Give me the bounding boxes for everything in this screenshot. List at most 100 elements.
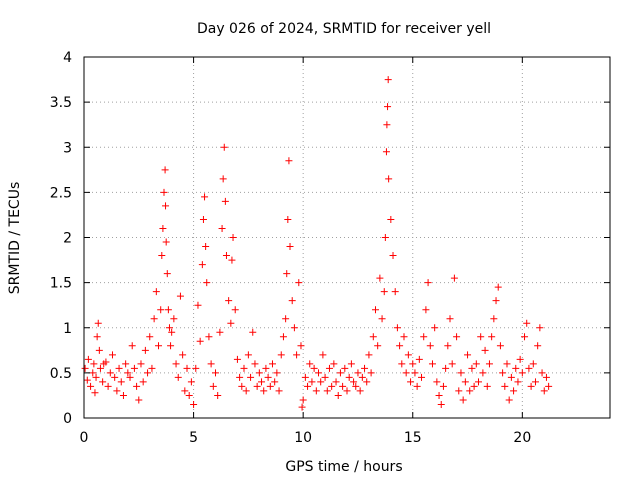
data-point [420,333,428,341]
data-point [464,351,472,359]
data-point [516,355,524,363]
data-point [455,387,463,395]
data-point [179,351,187,359]
data-point [240,364,248,372]
data-point [218,224,226,232]
data-point [91,389,99,397]
data-point [231,306,239,314]
data-point [297,342,305,350]
data-point [96,364,104,372]
y-tick-label: 3 [63,140,72,156]
plot-points [81,76,553,411]
data-point [229,234,237,241]
data-point [499,369,507,377]
data-point [198,261,206,269]
data-point [181,387,189,395]
y-tick-label: 3.5 [50,95,72,111]
data-point [310,364,318,372]
data-point [163,270,171,278]
data-point [378,315,386,323]
x-tick-label: 0 [80,430,89,446]
data-point [325,364,333,372]
data-point [201,193,209,201]
data-point [87,382,95,390]
data-point [128,342,136,350]
data-point [152,288,160,296]
data-point [457,369,465,377]
data-point [308,378,316,386]
data-point [534,342,542,350]
data-point [167,342,175,350]
y-tick-label: 2 [63,231,72,247]
data-point [411,369,419,377]
data-point [433,378,441,386]
data-point [418,373,426,381]
data-point [369,333,377,341]
data-point [220,143,228,151]
data-point [442,364,450,372]
data-point [209,382,217,390]
data-point [404,351,412,359]
data-point [290,324,298,332]
data-point [214,391,222,399]
data-point [352,382,360,390]
x-tick-label: 15 [404,430,422,446]
data-point [172,360,180,368]
data-point [332,378,340,386]
data-point [284,215,292,223]
data-point [185,391,193,399]
data-point [242,387,250,395]
data-point [273,369,281,377]
data-point [319,351,327,359]
data-point [90,360,98,368]
data-point [247,373,255,381]
data-point [251,360,259,368]
data-point [285,157,293,165]
x-axis-label: GPS time / hours [285,459,402,475]
data-point [155,342,163,350]
data-point [363,378,371,386]
data-point [168,328,176,336]
y-tick-label: 0.5 [50,366,72,382]
data-point [264,373,272,381]
data-point [176,292,184,300]
data-point [345,373,353,381]
data-point [137,360,145,368]
data-point [219,175,227,183]
data-point [402,369,410,377]
data-point [317,378,325,386]
data-point [328,382,336,390]
y-tick-label: 4 [63,50,72,66]
data-point [295,279,303,287]
data-point [225,297,233,305]
data-point [356,387,364,395]
data-point [216,328,224,336]
data-point [358,373,366,381]
data-point [426,342,434,350]
data-point [192,364,200,372]
data-point [367,369,375,377]
data-point [470,382,478,390]
data-point [157,306,165,314]
y-tick-label: 2.5 [50,185,72,201]
data-point [492,297,500,305]
data-point [113,387,121,395]
data-point [135,396,143,404]
data-point [336,369,344,377]
data-point [299,396,307,404]
data-point [371,306,379,314]
data-point [126,373,134,381]
data-point [521,333,529,341]
data-point [518,369,526,377]
data-point [475,378,482,386]
data-point [398,360,406,368]
data-point [202,243,210,251]
data-point [106,369,114,377]
data-point [461,378,469,386]
data-point [339,382,347,390]
data-point [407,378,415,386]
data-point [334,391,342,399]
data-point [207,360,215,368]
data-point [315,369,323,377]
data-point [93,333,101,341]
